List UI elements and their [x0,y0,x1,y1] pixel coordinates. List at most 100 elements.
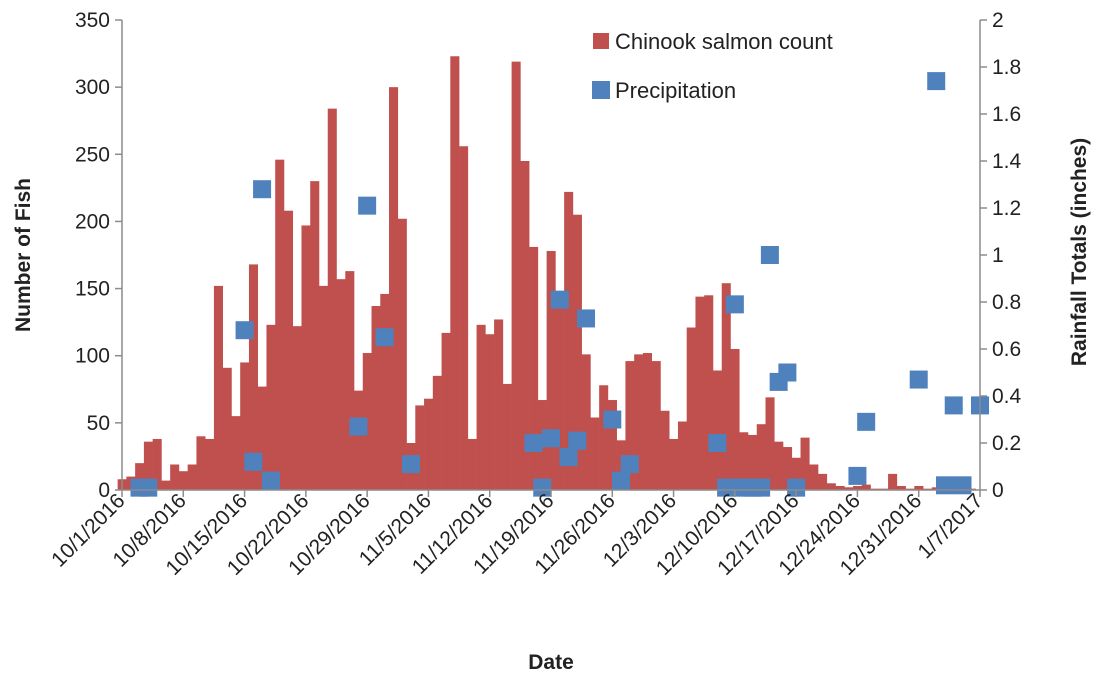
precipitation-point [524,434,543,452]
chinook-bar [257,386,267,490]
chinook-bar [301,225,311,490]
chinook-bar [651,361,661,490]
chinook-bar [747,434,758,490]
chinook-bar [292,326,302,490]
y-tick-label: 0 [98,479,110,502]
chinook-bar [389,87,399,490]
chinook-bar [213,285,223,490]
chinook-bar [677,421,688,490]
precipitation-point [235,321,254,340]
chinook-bar [318,285,329,490]
chinook-bar [231,416,241,490]
chinook-bar [756,424,766,490]
chinook-bar [730,349,740,490]
precipitation-point [760,246,779,264]
chinook-bar [791,457,801,490]
chinook-bar [835,485,845,490]
bars-layer [117,56,976,491]
precipitation-point [542,429,560,448]
y2-tick-label: 1 [992,244,1004,267]
chinook-bar [896,485,906,490]
chinook-bar [783,447,793,490]
chinook-bar [800,437,810,490]
chinook-bar [275,159,285,490]
chinook-bar [712,370,723,490]
chinook-bar [686,327,696,490]
chinook-bar [161,480,171,490]
precipitation-point [944,396,963,415]
precipitation-point [533,478,552,497]
chinook-bar [450,56,460,490]
y-tick-label: 350 [75,9,110,32]
chinook-bar [739,432,749,490]
y2-tick-label: 0.2 [992,432,1021,455]
chinook-bar [704,295,714,490]
chinook-bar [327,108,337,490]
chinook-bar [196,436,206,490]
y2-tick-label: 1.4 [992,150,1022,173]
chinook-bar [494,319,504,490]
chinook-bar [642,353,652,490]
precipitation-point [927,72,946,91]
precipitation-point [778,363,797,382]
chinook-bar [397,218,407,491]
precipitation-point [550,290,569,309]
precipitation-point [620,455,639,474]
y-tick-label: 100 [75,345,110,368]
chinook-bar [467,438,477,490]
chinook-bar [415,405,425,490]
y2-tick-label: 0.6 [992,338,1021,361]
precipitation-point [253,180,272,199]
y-tick-label: 50 [87,412,110,435]
precipitation-point [559,448,578,467]
y-tick-label: 250 [75,143,110,166]
y2-tick-label: 1.2 [992,197,1021,220]
precipitation-point [139,478,158,497]
precipitation-point [935,476,954,495]
chinook-bar [809,464,819,490]
chinook-bar [581,354,591,490]
precipitation-point [612,471,631,490]
chinook-bar [844,487,854,490]
chinook-bar [502,383,512,490]
y-tick-label: 150 [75,278,110,301]
precipitation-point [401,455,420,474]
chinook-bar [205,438,215,490]
legend-swatch-chinook [593,33,609,49]
chinook-bar [599,385,609,490]
chinook-bar [152,438,162,490]
precipitation-point [375,328,394,347]
y2-tick-label: 0.4 [992,385,1022,408]
chinook-bar [424,398,434,490]
precipitation-point [708,434,727,452]
chinook-bar [888,473,898,490]
y2-tick-label: 2 [992,9,1004,32]
legend: Chinook salmon count Precipitation [592,29,833,103]
precipitation-point [568,431,587,450]
chinook-bar [826,483,836,490]
chinook-bar [818,473,828,490]
legend-label-precipitation: Precipitation [615,78,736,103]
chinook-bar [143,441,153,490]
chinook-bar [354,390,364,490]
chinook-bar [240,362,250,490]
precipitation-point [725,295,744,314]
precipitation-point [603,410,622,429]
precipitation-point [717,478,736,497]
y-tick-label: 300 [75,76,110,99]
chinook-bar [178,471,188,490]
chinook-bar [660,410,670,490]
chinook-bar [248,264,259,490]
chinook-bar [476,324,486,490]
y2-tick-label: 0 [992,479,1004,502]
chinook-bar [529,246,539,490]
chinook-bar [555,302,565,490]
precipitation-point [261,471,280,490]
chinook-bar [170,464,180,490]
chinook-bar [861,484,871,490]
chinook-bar [564,191,574,490]
chinook-bar [572,214,582,490]
chinook-bar [765,397,775,490]
chinook-bar [511,61,521,490]
